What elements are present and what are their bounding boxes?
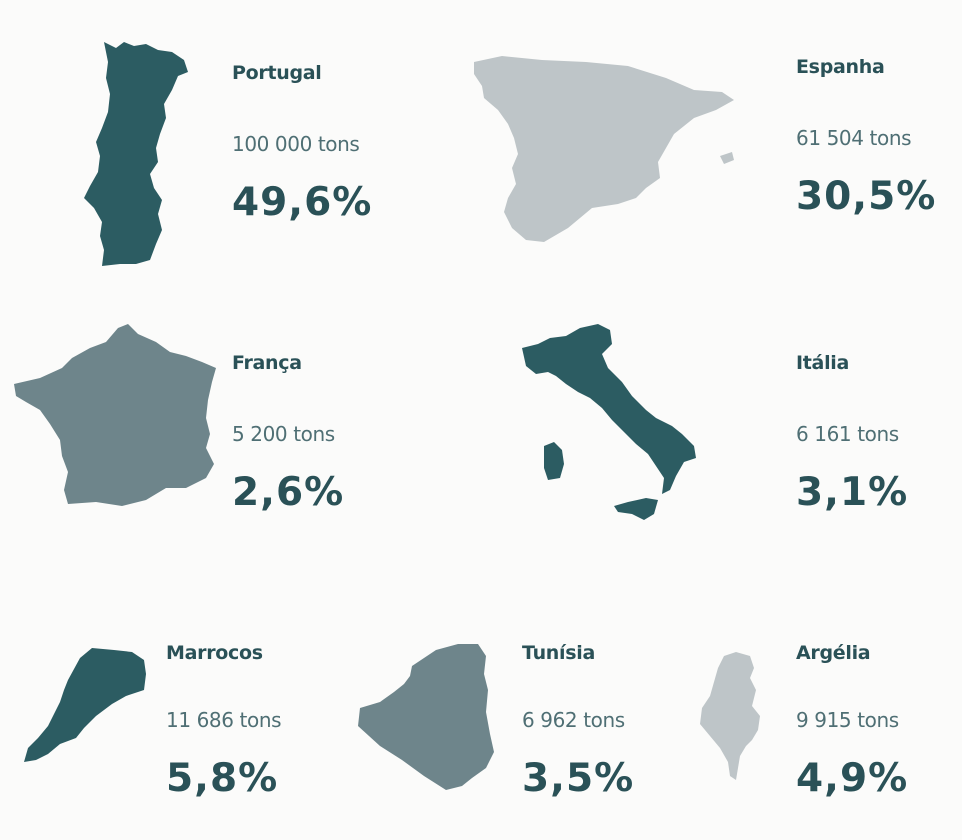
country-percent: 30,5% bbox=[796, 174, 937, 219]
country-amount: 6 161 tons bbox=[796, 422, 899, 446]
tunisia-map-icon bbox=[700, 652, 760, 780]
country-amount: 100 000 tons bbox=[232, 132, 360, 156]
country-percent: 2,6% bbox=[232, 470, 345, 515]
france-map-icon bbox=[14, 324, 216, 506]
italy-map-icon bbox=[522, 324, 696, 520]
country-amount: 9 915 tons bbox=[796, 708, 899, 732]
morocco-map-icon bbox=[24, 648, 146, 762]
country-name: Itália bbox=[796, 352, 850, 374]
country-percent: 4,9% bbox=[796, 756, 909, 801]
country-percent: 5,8% bbox=[166, 756, 279, 801]
country-amount: 5 200 tons bbox=[232, 422, 335, 446]
country-name: Espanha bbox=[796, 56, 885, 78]
country-name: Portugal bbox=[232, 62, 322, 84]
portugal-map-icon bbox=[84, 42, 188, 266]
country-name: Argélia bbox=[796, 642, 871, 664]
country-amount: 11 686 tons bbox=[166, 708, 282, 732]
spain-map-icon bbox=[474, 56, 734, 242]
country-name: França bbox=[232, 352, 302, 374]
country-name: Tunísia bbox=[522, 642, 595, 664]
country-name: Marrocos bbox=[166, 642, 263, 664]
algeria-map-icon bbox=[358, 644, 494, 790]
country-amount: 61 504 tons bbox=[796, 126, 912, 150]
country-amount: 6 962 tons bbox=[522, 708, 625, 732]
country-percent: 3,5% bbox=[522, 756, 635, 801]
country-percent: 3,1% bbox=[796, 470, 909, 515]
country-percent: 49,6% bbox=[232, 180, 373, 225]
